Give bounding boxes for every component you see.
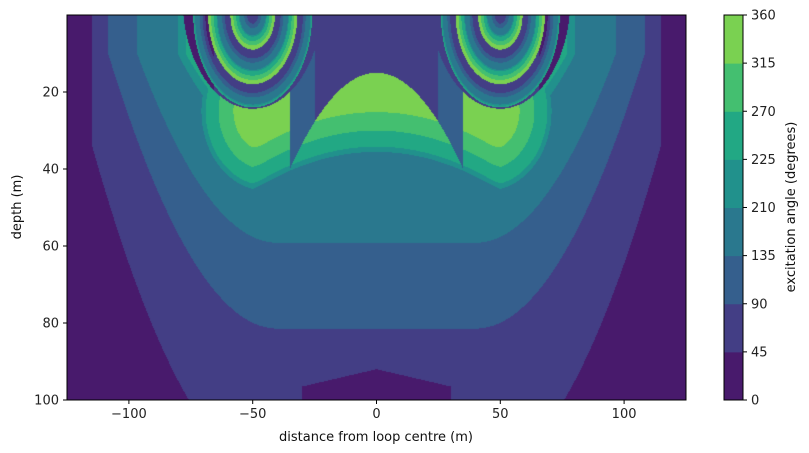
x-tick-label: 0 xyxy=(372,407,380,422)
colorbar-band xyxy=(724,111,743,160)
y-axis: 20 40 60 80 100 xyxy=(34,86,67,409)
colorbar-band xyxy=(724,351,743,401)
contour-field xyxy=(67,15,686,400)
y-axis-label: depth (m) xyxy=(10,175,25,240)
colorbar-band xyxy=(724,63,743,112)
colorbar-tick-label: 0 xyxy=(751,394,759,409)
colorbar-band xyxy=(724,207,743,257)
colorbar: 0 45 90 135 210 225 270 315 360 xyxy=(723,9,776,409)
colorbar-tick-label: 90 xyxy=(751,297,768,312)
x-tick-label: −50 xyxy=(239,407,266,422)
colorbar-tick-label: 270 xyxy=(751,105,776,120)
y-tick-label: 100 xyxy=(34,394,59,409)
y-tick-label: 80 xyxy=(42,317,59,332)
x-axis-label: distance from loop centre (m) xyxy=(279,430,473,445)
colorbar-tick-label: 135 xyxy=(751,249,776,264)
colorbar-tick-label: 225 xyxy=(751,153,776,168)
colorbar-label: excitation angle (degrees) xyxy=(784,122,799,293)
y-tick-label: 60 xyxy=(42,240,59,255)
colorbar-tick-label: 360 xyxy=(751,9,776,24)
colorbar-tick-label: 210 xyxy=(751,201,776,216)
y-tick-label: 20 xyxy=(42,86,59,101)
plot-area xyxy=(66,14,687,401)
x-tick-label: 100 xyxy=(612,407,637,422)
colorbar-band xyxy=(724,255,743,305)
colorbar-band xyxy=(724,159,743,208)
colorbar-band xyxy=(724,303,743,353)
y-tick-label: 40 xyxy=(42,163,59,178)
x-tick-label: −100 xyxy=(111,407,147,422)
x-tick-label: 50 xyxy=(492,407,509,422)
colorbar-band xyxy=(724,15,743,64)
colorbar-tick-label: 315 xyxy=(751,57,776,72)
x-axis: −100 −50 0 50 100 xyxy=(111,400,637,422)
colorbar-tick-label: 45 xyxy=(751,345,768,360)
